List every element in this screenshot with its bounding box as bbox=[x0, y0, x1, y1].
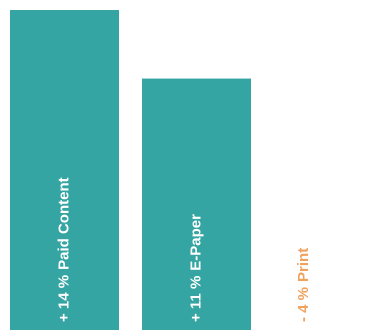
value-label: + 14 % bbox=[55, 275, 72, 322]
category-label: Print bbox=[295, 248, 312, 282]
bar-label: + 11 % E-Paper bbox=[187, 214, 204, 322]
bar bbox=[142, 78, 251, 330]
category-label: Paid Content bbox=[55, 177, 72, 270]
value-label: - 4 % bbox=[295, 287, 312, 322]
bar-label: + 14 % Paid Content bbox=[55, 177, 72, 322]
category-label: E-Paper bbox=[187, 214, 204, 271]
bar bbox=[10, 10, 119, 330]
value-label: + 11 % bbox=[187, 276, 204, 322]
bar-label: - 4 % Print bbox=[295, 248, 312, 322]
